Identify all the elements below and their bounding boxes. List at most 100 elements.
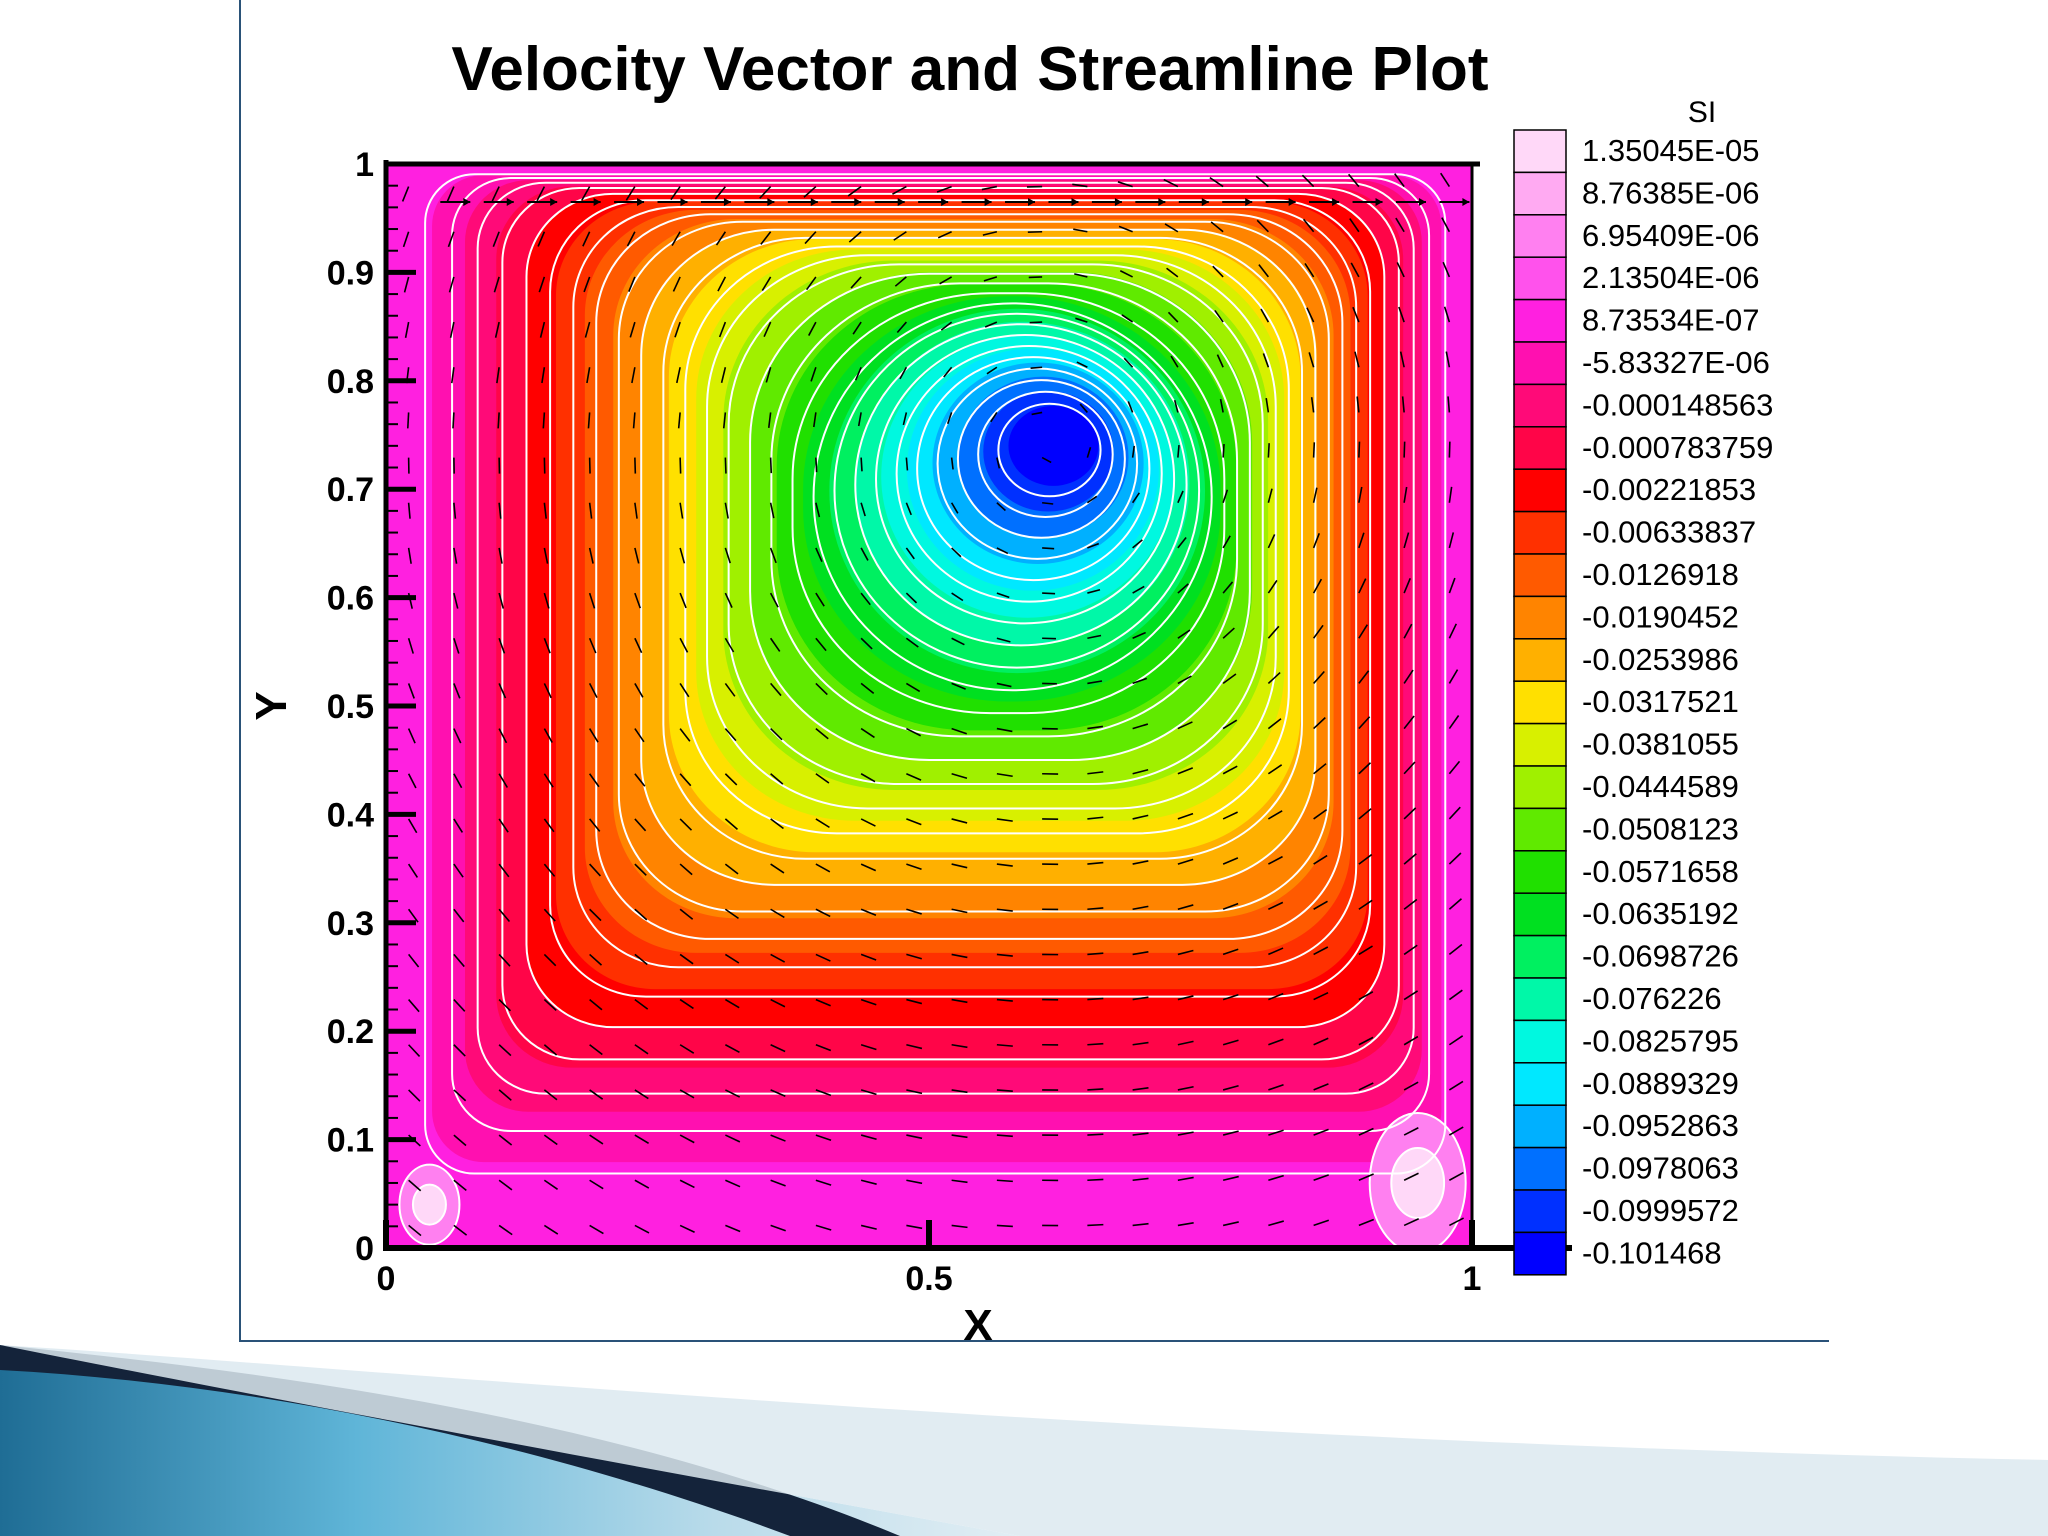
velocity-vector: [1087, 542, 1100, 549]
velocity-vector: [587, 412, 591, 429]
velocity-vector: [983, 276, 998, 282]
velocity-vector: [815, 1134, 832, 1141]
velocity-vector: [860, 908, 877, 916]
velocity-vector: [724, 457, 727, 474]
velocity-vector: [1222, 719, 1238, 730]
velocity-vector: [543, 592, 550, 609]
velocity-vector: [770, 1044, 786, 1053]
streamline: [956, 379, 1126, 539]
velocity-vector: [1177, 583, 1189, 594]
velocity-vector: [498, 818, 509, 833]
velocity-vector: [951, 1089, 968, 1094]
lid-vector-head: [1071, 197, 1079, 206]
y-tick-label: 0: [355, 1230, 374, 1268]
velocity-vector: [724, 818, 738, 830]
velocity-vector: [906, 1224, 923, 1230]
velocity-vector: [498, 1134, 513, 1146]
chart-title: Velocity Vector and Streamline Plot: [451, 35, 1488, 104]
velocity-vector: [996, 457, 1001, 469]
velocity-vector: [584, 321, 591, 338]
legend-label: -0.076226: [1582, 981, 1722, 1016]
velocity-vector: [407, 863, 419, 878]
velocity-vector: [715, 231, 727, 246]
velocity-vector: [724, 953, 740, 964]
velocity-vector: [860, 547, 869, 561]
velocity-vector: [1087, 1178, 1104, 1182]
velocity-vector: [498, 1224, 513, 1236]
velocity-vector: [1177, 536, 1187, 549]
lid-vector-head: [1158, 197, 1166, 206]
velocity-vector: [815, 908, 831, 918]
velocity-vector: [905, 682, 921, 693]
velocity-vector: [981, 185, 998, 191]
velocity-vector: [583, 276, 591, 293]
lid-vector-head: [463, 197, 471, 206]
legend-label: 8.76385E-06: [1582, 175, 1760, 210]
velocity-vector: [1132, 1132, 1149, 1136]
velocity-vector: [1132, 631, 1146, 639]
velocity-vector: [996, 1134, 1013, 1138]
velocity-vector: [815, 1179, 832, 1186]
velocity-vector: [804, 231, 817, 245]
velocity-vector: [543, 773, 554, 788]
velocity-vector: [1177, 767, 1194, 775]
velocity-vector: [1358, 624, 1368, 639]
swoosh-light-band: [0, 1345, 2048, 1536]
velocity-vector: [815, 998, 831, 1007]
streamline: [791, 292, 1226, 715]
lid-vector-head: [1418, 197, 1426, 206]
velocity-vector: [1132, 539, 1143, 549]
velocity-vector: [1216, 354, 1224, 368]
velocity-vector: [1222, 1221, 1239, 1227]
velocity-vector: [815, 773, 830, 784]
legend-swatch: [1513, 850, 1567, 894]
velocity-vector: [1267, 443, 1270, 458]
velocity-vector: [1177, 444, 1180, 458]
velocity-vector: [1268, 947, 1284, 956]
velocity-vector: [1177, 812, 1194, 820]
velocity-vector: [634, 773, 646, 787]
legend-label: -0.0508123: [1582, 811, 1739, 846]
velocity-vector: [1403, 1218, 1420, 1227]
velocity-vector: [1222, 1084, 1239, 1091]
velocity-vector: [453, 547, 458, 564]
velocity-vector: [543, 502, 547, 519]
legend-label: 2.13504E-06: [1582, 260, 1760, 295]
velocity-vector: [1087, 907, 1104, 911]
velocity-vector: [1403, 715, 1415, 730]
velocity-vector: [1222, 627, 1235, 639]
velocity-vector: [1358, 486, 1363, 503]
velocity-vector: [634, 1224, 650, 1234]
velocity-vector: [1132, 1041, 1149, 1046]
velocity-vector: [906, 727, 922, 737]
velocity-vector: [679, 998, 694, 1010]
velocity-vector: [1222, 1130, 1239, 1136]
velocity-vector: [538, 276, 546, 293]
x-tick-label: 0: [377, 1260, 396, 1298]
velocity-vector: [1358, 762, 1372, 775]
velocity-vector: [1448, 577, 1456, 594]
velocity-vector: [996, 1043, 1013, 1047]
velocity-vector: [1358, 945, 1373, 956]
velocity-vector: [1398, 306, 1405, 323]
velocity-vector: [805, 276, 817, 291]
legend-swatch: [1513, 1146, 1567, 1191]
velocity-vector: [1031, 411, 1043, 416]
velocity-vector: [543, 1134, 558, 1146]
velocity-vector: [453, 1044, 466, 1057]
velocity-vector: [770, 1134, 786, 1142]
velocity-vector: [1028, 276, 1043, 279]
velocity-vector: [724, 502, 729, 519]
velocity-vector: [1358, 1082, 1374, 1091]
velocity-vector: [674, 321, 681, 338]
velocity-vector: [679, 592, 687, 609]
velocity-vector: [815, 1089, 832, 1097]
velocity-vector: [543, 1089, 558, 1101]
velocity-vector: [950, 457, 954, 470]
velocity-vector: [815, 682, 828, 696]
velocity-vector: [906, 953, 923, 960]
velocity-vector: [996, 772, 1013, 778]
velocity-vector: [1313, 1083, 1329, 1091]
velocity-vector: [589, 1179, 604, 1190]
